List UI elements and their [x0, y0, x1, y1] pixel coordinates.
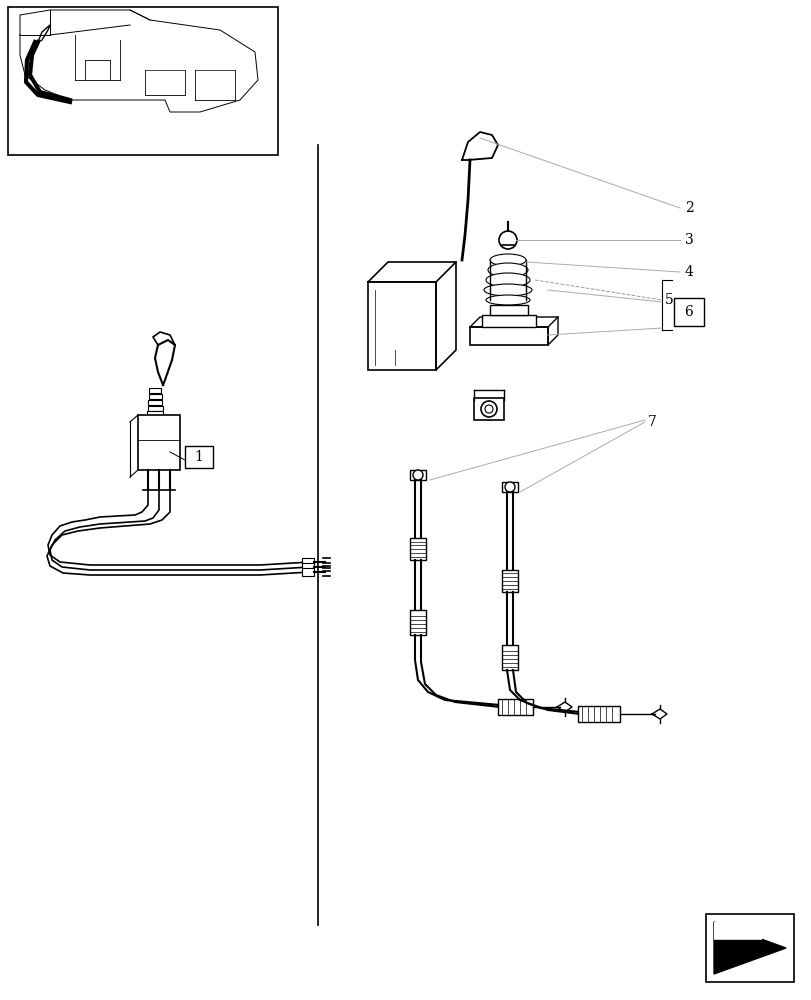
Bar: [470, 327, 547, 345]
Text: 1: 1: [195, 450, 204, 464]
Circle shape: [484, 405, 492, 413]
Ellipse shape: [486, 273, 530, 287]
Bar: [501, 570, 517, 592]
Circle shape: [480, 401, 496, 417]
Bar: [705, 914, 793, 982]
Bar: [410, 538, 426, 560]
Bar: [8, 7, 277, 155]
Bar: [489, 305, 527, 315]
Polygon shape: [713, 922, 785, 974]
Bar: [148, 400, 162, 405]
Bar: [302, 568, 314, 576]
Ellipse shape: [483, 284, 531, 296]
Text: 2: 2: [684, 201, 693, 215]
Bar: [501, 645, 517, 670]
Bar: [185, 446, 212, 468]
Text: 4: 4: [684, 265, 693, 279]
Bar: [713, 922, 761, 940]
Bar: [147, 416, 164, 421]
Text: 7: 7: [647, 415, 656, 429]
Text: 3: 3: [684, 233, 693, 247]
Text: 5: 5: [664, 293, 673, 307]
Text: 6: 6: [684, 305, 693, 319]
Bar: [410, 470, 426, 480]
Bar: [497, 699, 532, 715]
Circle shape: [504, 482, 514, 492]
Bar: [367, 282, 436, 370]
Ellipse shape: [489, 254, 526, 266]
Bar: [474, 398, 504, 420]
Bar: [302, 563, 314, 571]
Bar: [148, 388, 161, 393]
Bar: [138, 415, 180, 470]
Ellipse shape: [487, 263, 527, 277]
Bar: [673, 298, 703, 326]
Ellipse shape: [486, 295, 530, 305]
Bar: [482, 315, 535, 327]
Bar: [410, 610, 426, 635]
Bar: [302, 558, 314, 566]
Circle shape: [499, 231, 517, 249]
Bar: [577, 706, 620, 722]
Bar: [501, 482, 517, 492]
Circle shape: [413, 470, 423, 480]
Bar: [147, 411, 163, 416]
Bar: [148, 406, 163, 411]
Bar: [148, 394, 162, 399]
